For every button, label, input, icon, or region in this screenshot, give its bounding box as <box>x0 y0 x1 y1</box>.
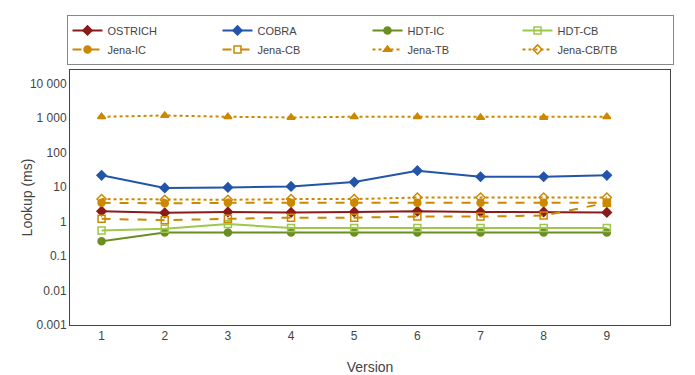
svg-text:100: 100 <box>47 146 67 160</box>
svg-text:Jena-CB/TB: Jena-CB/TB <box>558 44 618 56</box>
svg-text:1: 1 <box>60 215 67 229</box>
svg-text:4: 4 <box>288 329 295 343</box>
svg-text:3: 3 <box>225 329 232 343</box>
svg-text:COBRA: COBRA <box>258 25 298 37</box>
svg-text:0.001: 0.001 <box>37 318 67 332</box>
svg-text:1 000: 1 000 <box>37 111 67 125</box>
svg-text:Jena-CB: Jena-CB <box>258 44 301 56</box>
svg-text:0.01: 0.01 <box>43 284 67 298</box>
svg-text:Version: Version <box>347 359 394 375</box>
svg-text:10: 10 <box>53 180 67 194</box>
svg-text:OSTRICH: OSTRICH <box>108 25 158 37</box>
svg-text:Jena-TB: Jena-TB <box>408 44 450 56</box>
svg-text:HDT-IC: HDT-IC <box>408 25 445 37</box>
svg-text:9: 9 <box>603 329 610 343</box>
svg-text:0.1: 0.1 <box>50 249 67 263</box>
svg-text:8: 8 <box>540 329 547 343</box>
svg-text:Jena-IC: Jena-IC <box>108 44 147 56</box>
svg-text:2: 2 <box>161 329 168 343</box>
svg-text:6: 6 <box>414 329 421 343</box>
svg-text:Lookup (ms): Lookup (ms) <box>19 159 35 237</box>
svg-text:HDT-CB: HDT-CB <box>558 25 599 37</box>
svg-text:1: 1 <box>98 329 105 343</box>
svg-text:5: 5 <box>351 329 358 343</box>
svg-text:7: 7 <box>477 329 484 343</box>
svg-text:10 000: 10 000 <box>30 77 67 91</box>
